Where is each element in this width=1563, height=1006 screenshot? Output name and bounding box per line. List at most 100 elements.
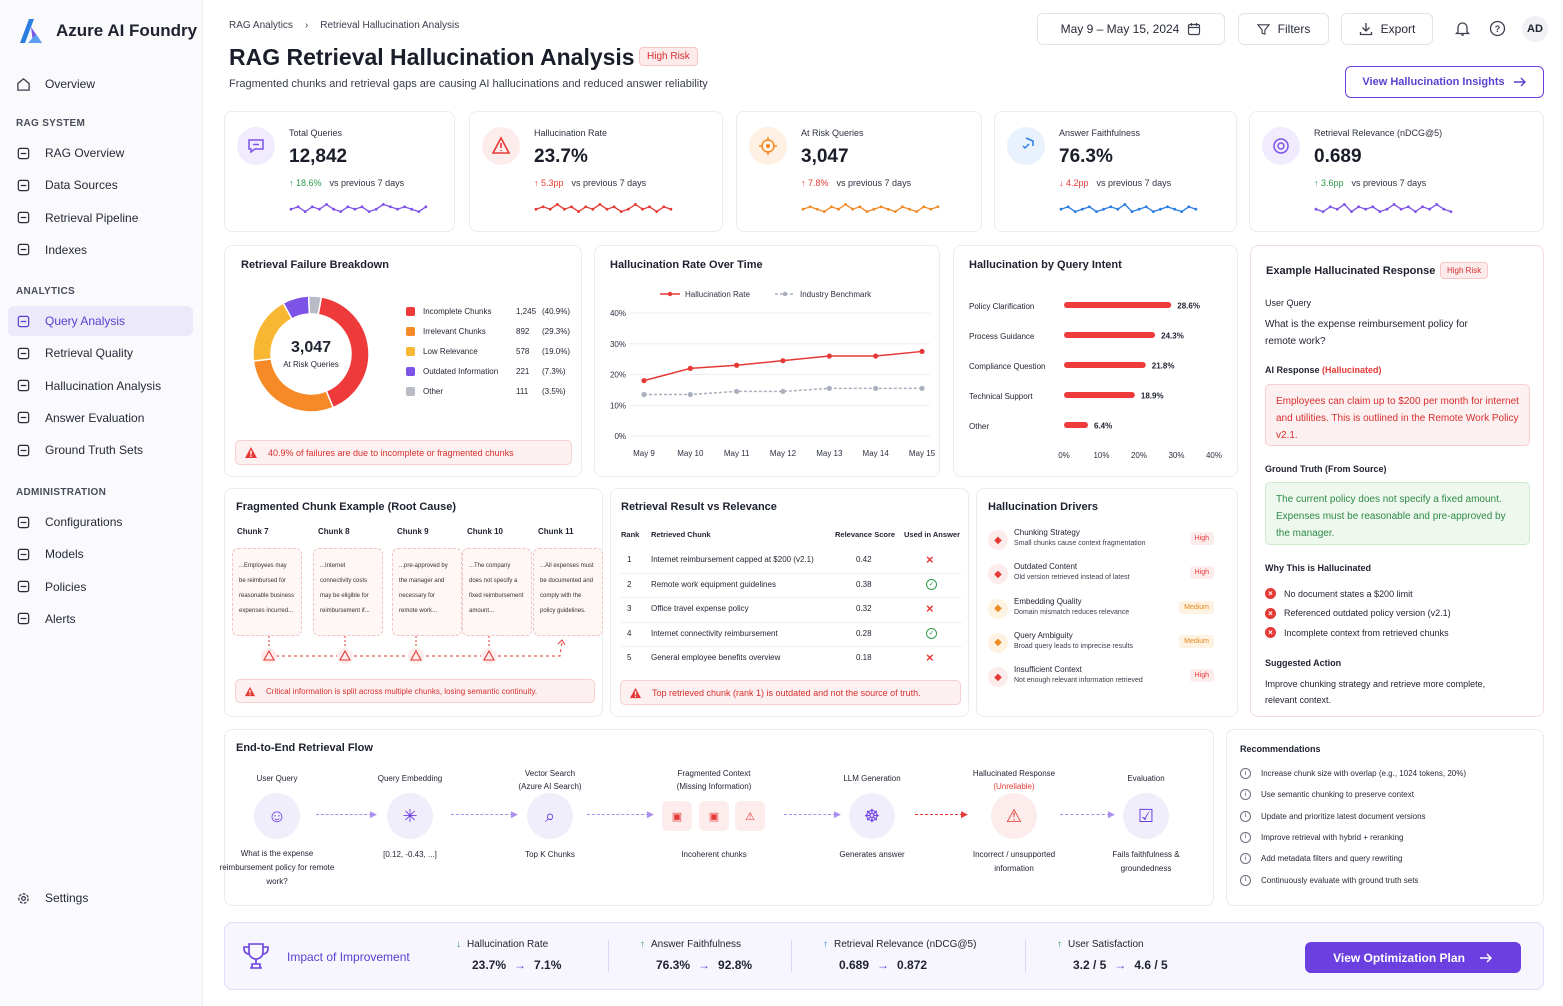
spark-point <box>1123 203 1127 206</box>
breadcrumb-item[interactable]: RAG Analytics <box>229 20 293 31</box>
bell-icon <box>17 613 30 625</box>
chunk-box[interactable]: ...All expenses must be documented and c… <box>533 548 603 636</box>
spark-point <box>808 205 812 209</box>
chunk-cell[interactable]: Internet reimbursement capped at $200 (v… <box>651 555 814 564</box>
chunk-cell[interactable]: Remote work equipment guidelines <box>651 579 776 589</box>
kpi-compare: vs previous 7 days <box>1096 178 1172 188</box>
nav-settings[interactable]: Settings <box>8 883 193 913</box>
nav-item-models[interactable]: Models <box>8 539 193 569</box>
breadcrumb-item: Retrieval Hallucination Analysis <box>320 20 460 31</box>
grid-icon <box>17 147 30 159</box>
data-point <box>826 353 832 359</box>
driver-item[interactable]: ◆ Outdated Content Old version retrieved i… <box>986 562 1226 592</box>
chunk-cell[interactable]: Internet connectivity reimbursement <box>651 628 778 638</box>
card-title: Recommendations <box>1240 744 1321 754</box>
check-icon: ✓ <box>926 627 937 639</box>
nav-label: Models <box>45 547 84 562</box>
nav-item-policies[interactable]: Policies <box>8 572 193 602</box>
bell-icon[interactable] <box>1454 20 1471 37</box>
nav-item-answer-evaluation[interactable]: Answer Evaluation <box>8 403 193 433</box>
spark-point <box>619 210 623 213</box>
kpi-card[interactable]: Retrieval Relevance (nDCG@5) 0.689 ↑ 3.6pp… <box>1249 111 1544 232</box>
warning-icon <box>245 447 257 458</box>
breadcrumb: RAG Analytics › Retrieval Hallucination … <box>229 20 459 31</box>
data-point <box>873 385 879 391</box>
nav-item-indexes[interactable]: Indexes <box>8 235 193 265</box>
chunk-box[interactable]: ...Employees may be reimbursed for reaso… <box>232 548 302 636</box>
spark-point <box>662 205 666 209</box>
chunk-box[interactable]: ...The company does not specify a fixed … <box>462 548 532 636</box>
chunk-cell[interactable]: Office travel expense policy <box>651 604 749 613</box>
view-insights-button[interactable]: View Hallucination Insights <box>1345 66 1544 98</box>
legend-swatch <box>406 387 415 396</box>
warning-glyph <box>483 649 495 661</box>
view-optimization-plan-button[interactable]: View Optimization Plan <box>1305 942 1521 973</box>
ai-label: AI Response <box>1265 365 1320 375</box>
brand[interactable]: Azure AI Foundry <box>16 16 197 46</box>
nav-item-query-analysis[interactable]: Query Analysis <box>8 306 193 336</box>
chunk-cell[interactable]: General employee benefits overview <box>651 653 781 662</box>
driver-item[interactable]: ◆ Embedding Quality Domain mismatch reduce… <box>986 597 1226 627</box>
kpi-card[interactable]: Answer Faithfulness 76.3% ↓ 4.2pp vs previo… <box>994 111 1237 232</box>
spark-point <box>1187 205 1191 209</box>
suggested-action-label: Suggested Action <box>1265 658 1342 668</box>
legend-pct: (40.9%) <box>542 307 571 316</box>
nav-item-data-sources[interactable]: Data Sources <box>8 170 193 200</box>
app-name: Azure AI Foundry <box>56 21 198 40</box>
nav-label: Configurations <box>45 515 123 529</box>
spark-point <box>893 210 897 213</box>
driver-item[interactable]: ◆ Query Ambiguity Broad query leads to imp… <box>986 631 1226 661</box>
flow-step-desc: Top K Chunks <box>525 850 575 859</box>
kpi-change-value: 3.6pp <box>1321 178 1344 188</box>
arrow-up-icon: ↑ <box>1057 939 1062 950</box>
rate-over-time-card <box>594 245 940 477</box>
kpi-card[interactable]: At Risk Queries 3,047 ↑ 7.8% vs previous 7 … <box>736 111 982 232</box>
nav-item-hallucination-analysis[interactable]: Hallucination Analysis <box>8 371 193 401</box>
spark-point <box>634 203 637 206</box>
spark-point <box>548 207 552 211</box>
chunk-box[interactable]: ...Internet connectivity costs may be el… <box>313 548 383 636</box>
x-tick: 40% <box>1206 451 1222 460</box>
filters-button[interactable]: Filters <box>1238 13 1329 45</box>
export-button[interactable]: Export <box>1341 13 1433 45</box>
card-title: Retrieval Failure Breakdown <box>241 259 389 271</box>
driver-name: Chunking Strategy <box>1014 528 1080 537</box>
target-icon <box>749 127 787 165</box>
help-icon[interactable]: ? <box>1489 20 1506 37</box>
recommendation-icon: i <box>1240 874 1251 886</box>
nav-item-retrieval-pipeline[interactable]: Retrieval Pipeline <box>8 203 193 233</box>
nav-item-retrieval-quality[interactable]: Retrieval Quality <box>8 338 193 368</box>
nav-item-rag-overview[interactable]: RAG Overview <box>8 138 193 168</box>
kpi-card[interactable]: Hallucination Rate 23.7% ↑ 5.3pp vs previou… <box>469 111 723 232</box>
nav-item-configurations[interactable]: Configurations <box>8 507 193 537</box>
driver-level-badge: High <box>1189 669 1214 683</box>
legend-pct: (3.5%) <box>542 387 566 396</box>
date-range-picker[interactable]: May 9 – May 15, 2024 <box>1037 13 1225 45</box>
kpi-value: 76.3% <box>1059 146 1113 167</box>
warning-glyph <box>263 649 275 661</box>
legend-swatch <box>406 347 415 356</box>
spark-point <box>879 205 883 209</box>
nav-label: Query Analysis <box>45 314 126 328</box>
legend-pct: (29.3%) <box>542 327 571 336</box>
svg-text:?: ? <box>1495 24 1501 34</box>
avatar[interactable]: AD <box>1522 16 1548 42</box>
donut-center-label: At Risk Queries <box>283 360 339 369</box>
spark-point <box>1406 205 1410 209</box>
driver-item[interactable]: ◆ Insufficient Context Not enough relevant… <box>986 665 1226 695</box>
driver-item[interactable]: ◆ Chunking Strategy Small chunks cause con… <box>986 528 1226 558</box>
recommendation-icon: i <box>1240 853 1251 865</box>
nav-item-alerts[interactable]: Alerts <box>8 604 193 634</box>
spark-point <box>872 207 876 211</box>
donut-slice <box>307 295 323 316</box>
flow-step-desc: Incoherent chunks <box>681 850 747 859</box>
risk-badge: High Risk <box>1440 262 1489 279</box>
example-response-card <box>1250 245 1544 717</box>
user-icon: ☺ <box>254 793 300 839</box>
chunk-box[interactable]: ...pre-approved by the manager and neces… <box>392 548 462 636</box>
nav-overview[interactable]: Overview <box>8 69 193 99</box>
flow-step-title: LLM Generation <box>843 774 901 783</box>
card-title: Hallucination by Query Intent <box>969 259 1122 271</box>
kpi-card[interactable]: Total Queries 12,842 ↑ 18.6% vs previous 7 … <box>224 111 455 232</box>
nav-item-ground-truth-sets[interactable]: Ground Truth Sets <box>8 435 193 465</box>
